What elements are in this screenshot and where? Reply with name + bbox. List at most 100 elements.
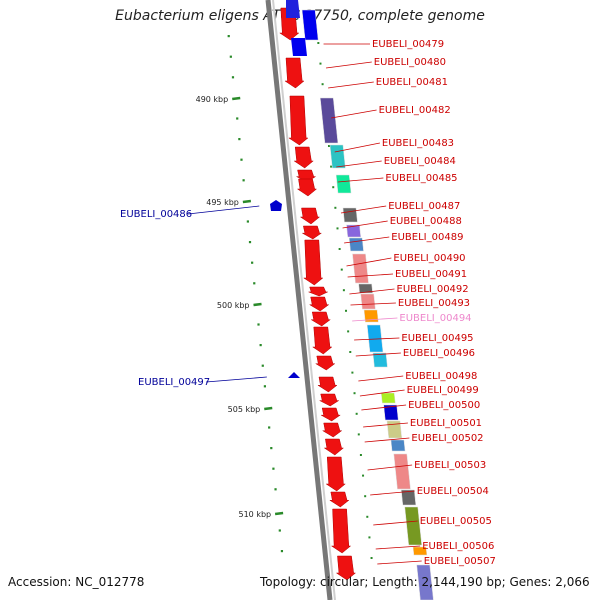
gene-label[interactable]: EUBELI_00487 — [388, 201, 460, 212]
topology-text: Topology: circular; Length: 2,144,190 bp… — [260, 575, 590, 589]
forward-gene-arrow[interactable] — [330, 508, 352, 554]
gene-label[interactable]: EUBELI_00493 — [398, 298, 470, 309]
forward-gene-arrow[interactable] — [308, 286, 328, 297]
gene-label[interactable]: EUBELI_00504 — [417, 486, 489, 497]
forward-gene-arrow[interactable] — [293, 146, 314, 169]
gene-label[interactable]: EUBELI_00507 — [424, 556, 496, 567]
gene-label[interactable]: EUBELI_00502 — [411, 433, 483, 444]
label-leader — [373, 520, 418, 526]
forward-gene-arrow[interactable] — [314, 355, 336, 371]
tick-dot-layer — [227, 35, 373, 559]
inner-tick-dot — [353, 392, 356, 395]
reverse-gene-marker[interactable] — [288, 372, 300, 378]
label-leader — [325, 61, 372, 69]
reverse-gene-arrow[interactable] — [286, 0, 300, 18]
tick-mark — [253, 302, 262, 307]
label-leader — [331, 109, 377, 119]
label-leader — [364, 437, 410, 443]
gene-label[interactable]: EUBELI_00499 — [407, 385, 479, 396]
gene-label[interactable]: EUBELI_00496 — [403, 348, 475, 359]
inner-tick-dot — [319, 62, 322, 65]
gene-label[interactable]: EUBELI_00489 — [391, 232, 463, 243]
forward-gene-arrow[interactable] — [301, 225, 323, 240]
forward-gene-arrow[interactable] — [302, 239, 324, 286]
forward-gene-arrow[interactable] — [319, 393, 340, 407]
label-leader — [359, 389, 405, 397]
gene-label[interactable]: EUBELI_00497 — [138, 377, 210, 388]
inner-tick-dot — [347, 330, 350, 333]
inner-tick-dot — [332, 186, 335, 189]
forward-gene-arrow[interactable] — [317, 376, 338, 393]
gene-label[interactable]: EUBELI_00492 — [397, 284, 469, 295]
gene-label[interactable]: EUBELI_00494 — [399, 313, 471, 324]
gene-label[interactable]: EUBELI_00488 — [390, 216, 462, 227]
forward-gene-arrow[interactable] — [321, 422, 343, 438]
inner-tick-dot — [330, 165, 333, 168]
gene-label[interactable]: EUBELI_00498 — [405, 371, 477, 382]
feature-block — [319, 97, 339, 144]
gene-label[interactable]: EUBELI_00481 — [376, 77, 448, 88]
forward-gene-arrow[interactable] — [335, 555, 357, 581]
feature-block — [390, 439, 406, 452]
gene-label[interactable]: EUBELI_00485 — [385, 173, 457, 184]
label-leader — [370, 490, 415, 496]
forward-gene-arrow[interactable] — [299, 207, 321, 225]
gene-label[interactable]: EUBELI_00479 — [372, 39, 444, 50]
label-leader — [187, 205, 260, 215]
label-leader — [361, 404, 407, 411]
feature-block-layer — [301, 9, 434, 600]
forward-gene-arrow[interactable] — [296, 178, 318, 197]
label-leader — [205, 376, 267, 383]
genome-backbone-highlight — [272, 0, 336, 600]
label-leader — [367, 464, 413, 471]
minor-tick-dot — [231, 76, 235, 79]
gene-label[interactable]: EUBELI_00503 — [414, 460, 486, 471]
forward-gene-arrow[interactable] — [320, 407, 341, 422]
feature-block — [363, 309, 379, 323]
feature-block — [346, 224, 362, 238]
forward-gene-arrow[interactable] — [310, 311, 331, 327]
inner-tick-dot — [342, 289, 345, 292]
gene-label[interactable]: EUBELI_00484 — [384, 156, 456, 167]
feature-block — [383, 404, 399, 421]
minor-tick-dot — [238, 138, 241, 141]
gene-label[interactable]: EUBELI_00505 — [420, 516, 492, 527]
forward-gene-arrow[interactable] — [284, 57, 305, 89]
label-leader — [354, 337, 400, 341]
gene-label[interactable]: EUBELI_00501 — [410, 418, 482, 429]
tick-label: 505 kbp — [228, 405, 261, 414]
feature-block — [412, 546, 428, 556]
reverse-gene-marker[interactable] — [270, 200, 282, 211]
gene-label[interactable]: EUBELI_00486 — [120, 209, 192, 220]
label-leader — [336, 160, 382, 168]
gene-label[interactable]: EUBELI_00506 — [422, 541, 494, 552]
forward-gene-arrow[interactable] — [288, 95, 309, 146]
gene-label[interactable]: EUBELI_00490 — [393, 253, 465, 264]
gene-label[interactable]: EUBELI_00500 — [408, 400, 480, 411]
forward-gene-arrow[interactable] — [325, 456, 346, 492]
minor-tick-dot — [274, 488, 277, 491]
minor-tick-dot — [272, 467, 275, 470]
minor-tick-dot — [261, 364, 264, 367]
gene-label[interactable]: EUBELI_00491 — [395, 269, 467, 280]
gene-label[interactable]: EUBELI_00495 — [401, 333, 473, 344]
inner-tick-dot — [349, 351, 352, 353]
inner-tick-dot — [338, 248, 341, 250]
forward-gene-arrow[interactable] — [311, 326, 333, 355]
label-leader — [355, 352, 401, 357]
tick-mark — [264, 406, 273, 411]
label-leader — [328, 81, 374, 89]
reverse-gene-arrow[interactable] — [291, 38, 307, 56]
map-title: Eubacterium eligens ATCC 27750, complete… — [115, 8, 485, 24]
feature-block — [342, 207, 358, 223]
gene-label[interactable]: EUBELI_00482 — [379, 105, 451, 116]
gene-label[interactable]: EUBELI_00483 — [382, 138, 454, 149]
feature-block — [416, 564, 434, 600]
gene-label[interactable]: EUBELI_00480 — [374, 57, 446, 68]
forward-gene-arrow[interactable] — [308, 296, 330, 312]
tick-mark — [242, 199, 252, 204]
forward-gene-arrow[interactable] — [323, 438, 345, 456]
tick-label: 495 kbp — [206, 198, 239, 207]
forward-gene-arrow[interactable] — [328, 491, 350, 508]
